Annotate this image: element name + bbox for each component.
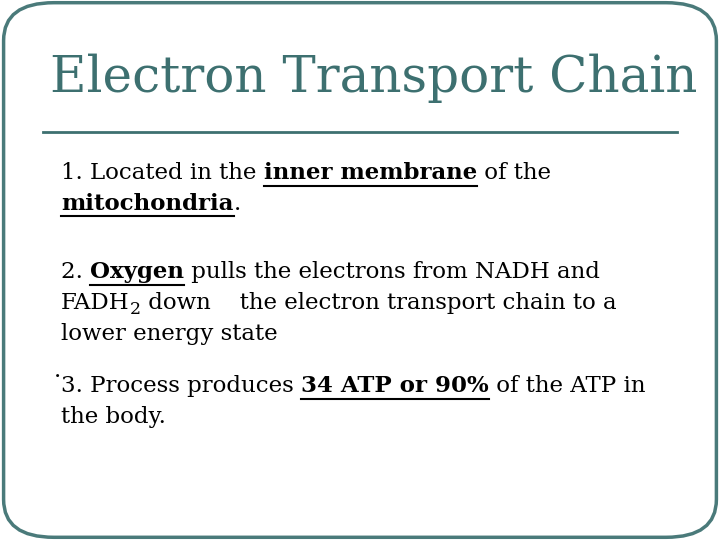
- Text: the body.: the body.: [61, 407, 166, 428]
- Text: 1. Located in the: 1. Located in the: [61, 162, 264, 184]
- Text: pulls the electrons from NADH and: pulls the electrons from NADH and: [184, 261, 600, 283]
- Text: 34 ATP or 90%: 34 ATP or 90%: [301, 375, 489, 397]
- Text: .: .: [233, 193, 240, 215]
- Text: Electron Transport Chain: Electron Transport Chain: [50, 54, 698, 104]
- Text: 3. Process produces: 3. Process produces: [61, 375, 301, 397]
- Text: inner membrane: inner membrane: [264, 162, 477, 184]
- Text: 2: 2: [130, 301, 141, 318]
- FancyBboxPatch shape: [4, 3, 716, 537]
- Text: of the: of the: [477, 162, 551, 184]
- Text: 2.: 2.: [61, 261, 90, 283]
- Text: mitochondria: mitochondria: [61, 193, 233, 215]
- Text: of the ATP in: of the ATP in: [489, 375, 645, 397]
- Text: down    the electron transport chain to a: down the electron transport chain to a: [141, 292, 616, 314]
- Text: lower energy state: lower energy state: [61, 323, 278, 345]
- Text: FADH: FADH: [61, 292, 130, 314]
- Text: .: .: [54, 360, 61, 382]
- Text: Oxygen: Oxygen: [90, 261, 184, 283]
